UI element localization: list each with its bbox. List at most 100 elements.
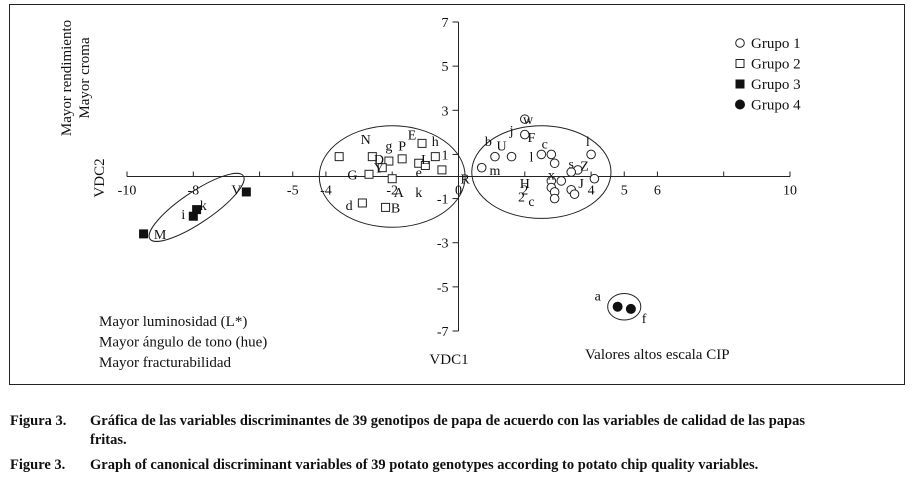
legend-marker	[735, 38, 745, 48]
y-tick-label: -7	[437, 325, 449, 340]
point-label: w	[523, 113, 534, 128]
point-label: M	[154, 228, 167, 243]
legend-marker	[735, 99, 745, 110]
data-point	[549, 158, 560, 169]
data-point	[520, 129, 530, 140]
data-point	[556, 176, 567, 186]
x-tick-label: 5	[621, 184, 628, 199]
x-tick-label: 4	[588, 184, 595, 199]
point-label: G	[347, 168, 357, 183]
data-point	[241, 187, 251, 197]
annotation-cip: Valores altos escala CIP	[585, 347, 730, 363]
annotation-y-positive: Mayor croma	[77, 37, 93, 119]
point-label: k	[200, 199, 207, 214]
data-point	[625, 303, 636, 314]
data-point	[569, 189, 580, 199]
point-label: B	[391, 201, 400, 216]
point-label: h	[432, 135, 439, 150]
point-label: Z	[580, 159, 589, 174]
point-label: s	[568, 157, 573, 172]
point-label: j	[509, 124, 514, 139]
group-ellipse	[318, 125, 466, 228]
legend-label: Grupo 1	[751, 36, 801, 52]
data-point	[334, 152, 344, 162]
figure-frame	[9, 4, 905, 385]
point-label: 2	[518, 190, 525, 205]
legend-label: Grupo 2	[751, 57, 801, 73]
legend-marker	[735, 59, 745, 68]
data-point	[387, 174, 397, 184]
annotation-x-negative: Mayor ángulo de tono (hue)	[99, 335, 267, 351]
data-point	[520, 114, 530, 124]
y-tick-label: -1	[437, 193, 449, 208]
data-point	[490, 151, 500, 162]
data-point	[566, 167, 577, 177]
point-label: b	[485, 135, 492, 150]
data-point	[506, 151, 517, 162]
point-label: H	[520, 177, 530, 192]
caption-spanish: Figura 3. Gráfica de las variables discri…	[10, 412, 900, 450]
point-label: g	[385, 140, 392, 155]
x-tick-label: 6	[654, 184, 661, 199]
point-label: m	[490, 164, 501, 179]
data-point	[417, 138, 427, 148]
group-ellipse	[471, 125, 612, 219]
point-label: l	[529, 151, 533, 166]
y-axis-title: VDC2	[92, 158, 108, 197]
scatter-chart: -10 -8 -5 -4 -2 0 2 4 5 6 107531-1-3-5-7VDC1VDC2wj…	[59, 16, 801, 371]
data-point	[377, 163, 387, 173]
caption-continuation: fritas.	[90, 432, 127, 448]
group-ellipse	[148, 172, 245, 242]
annotation-x-negative: Mayor luminosidad (L*)	[99, 314, 247, 330]
point-label: i	[181, 208, 185, 223]
y-tick-label: 5	[442, 60, 449, 75]
point-label: J	[578, 177, 584, 192]
x-tick-label: 10	[783, 184, 797, 199]
point-label: R	[460, 173, 470, 188]
point-label: A	[394, 186, 405, 201]
data-point	[536, 149, 547, 160]
point-label: D	[374, 153, 384, 168]
point-label: F	[528, 131, 536, 146]
point-label: E	[408, 129, 417, 144]
y-tick-label: -5	[437, 281, 449, 296]
point-label: x	[548, 168, 555, 183]
data-point	[546, 149, 557, 160]
data-point	[476, 162, 487, 173]
legend-label: Grupo 3	[751, 77, 801, 93]
data-point	[188, 211, 198, 221]
x-axis-title: VDC1	[429, 352, 468, 368]
y-tick-label: 7	[442, 16, 449, 31]
caption-text: Graph of canonical discriminant variable…	[90, 457, 759, 473]
x-tick-label: -5	[287, 184, 299, 199]
data-point	[381, 202, 391, 212]
point-label: U	[497, 140, 507, 155]
caption-english: Figure 3. Graph of canonical discriminant…	[10, 456, 900, 475]
point-label: L	[421, 153, 430, 168]
annotation-y-positive: Mayor rendimiento	[59, 20, 75, 136]
x-tick-label: -10	[118, 184, 137, 199]
data-point	[437, 165, 447, 175]
data-point	[397, 154, 407, 164]
legend-marker	[735, 79, 745, 89]
x-tick-label: 0	[455, 184, 462, 199]
caption-number: Figure 3.	[10, 457, 66, 473]
point-label: l	[586, 135, 590, 150]
data-point	[589, 173, 600, 184]
data-point	[367, 152, 377, 162]
point-label: P	[398, 140, 406, 155]
point-label: N	[361, 133, 371, 148]
y-tick-label: 1	[442, 148, 449, 163]
point-label: k	[415, 186, 422, 201]
y-tick-label: 3	[442, 104, 449, 119]
data-point	[357, 198, 367, 208]
annotation-x-negative: Mayor fracturabilidad	[99, 355, 232, 371]
caption-text: Gráfica de las variables discriminantes …	[90, 413, 805, 429]
point-label: f	[642, 312, 647, 327]
point-label: e	[416, 166, 422, 181]
data-point	[420, 160, 430, 170]
point-label: d	[346, 199, 353, 214]
x-tick-label: -4	[320, 184, 332, 199]
point-label: c	[542, 137, 548, 152]
point-label: Y	[374, 162, 384, 177]
